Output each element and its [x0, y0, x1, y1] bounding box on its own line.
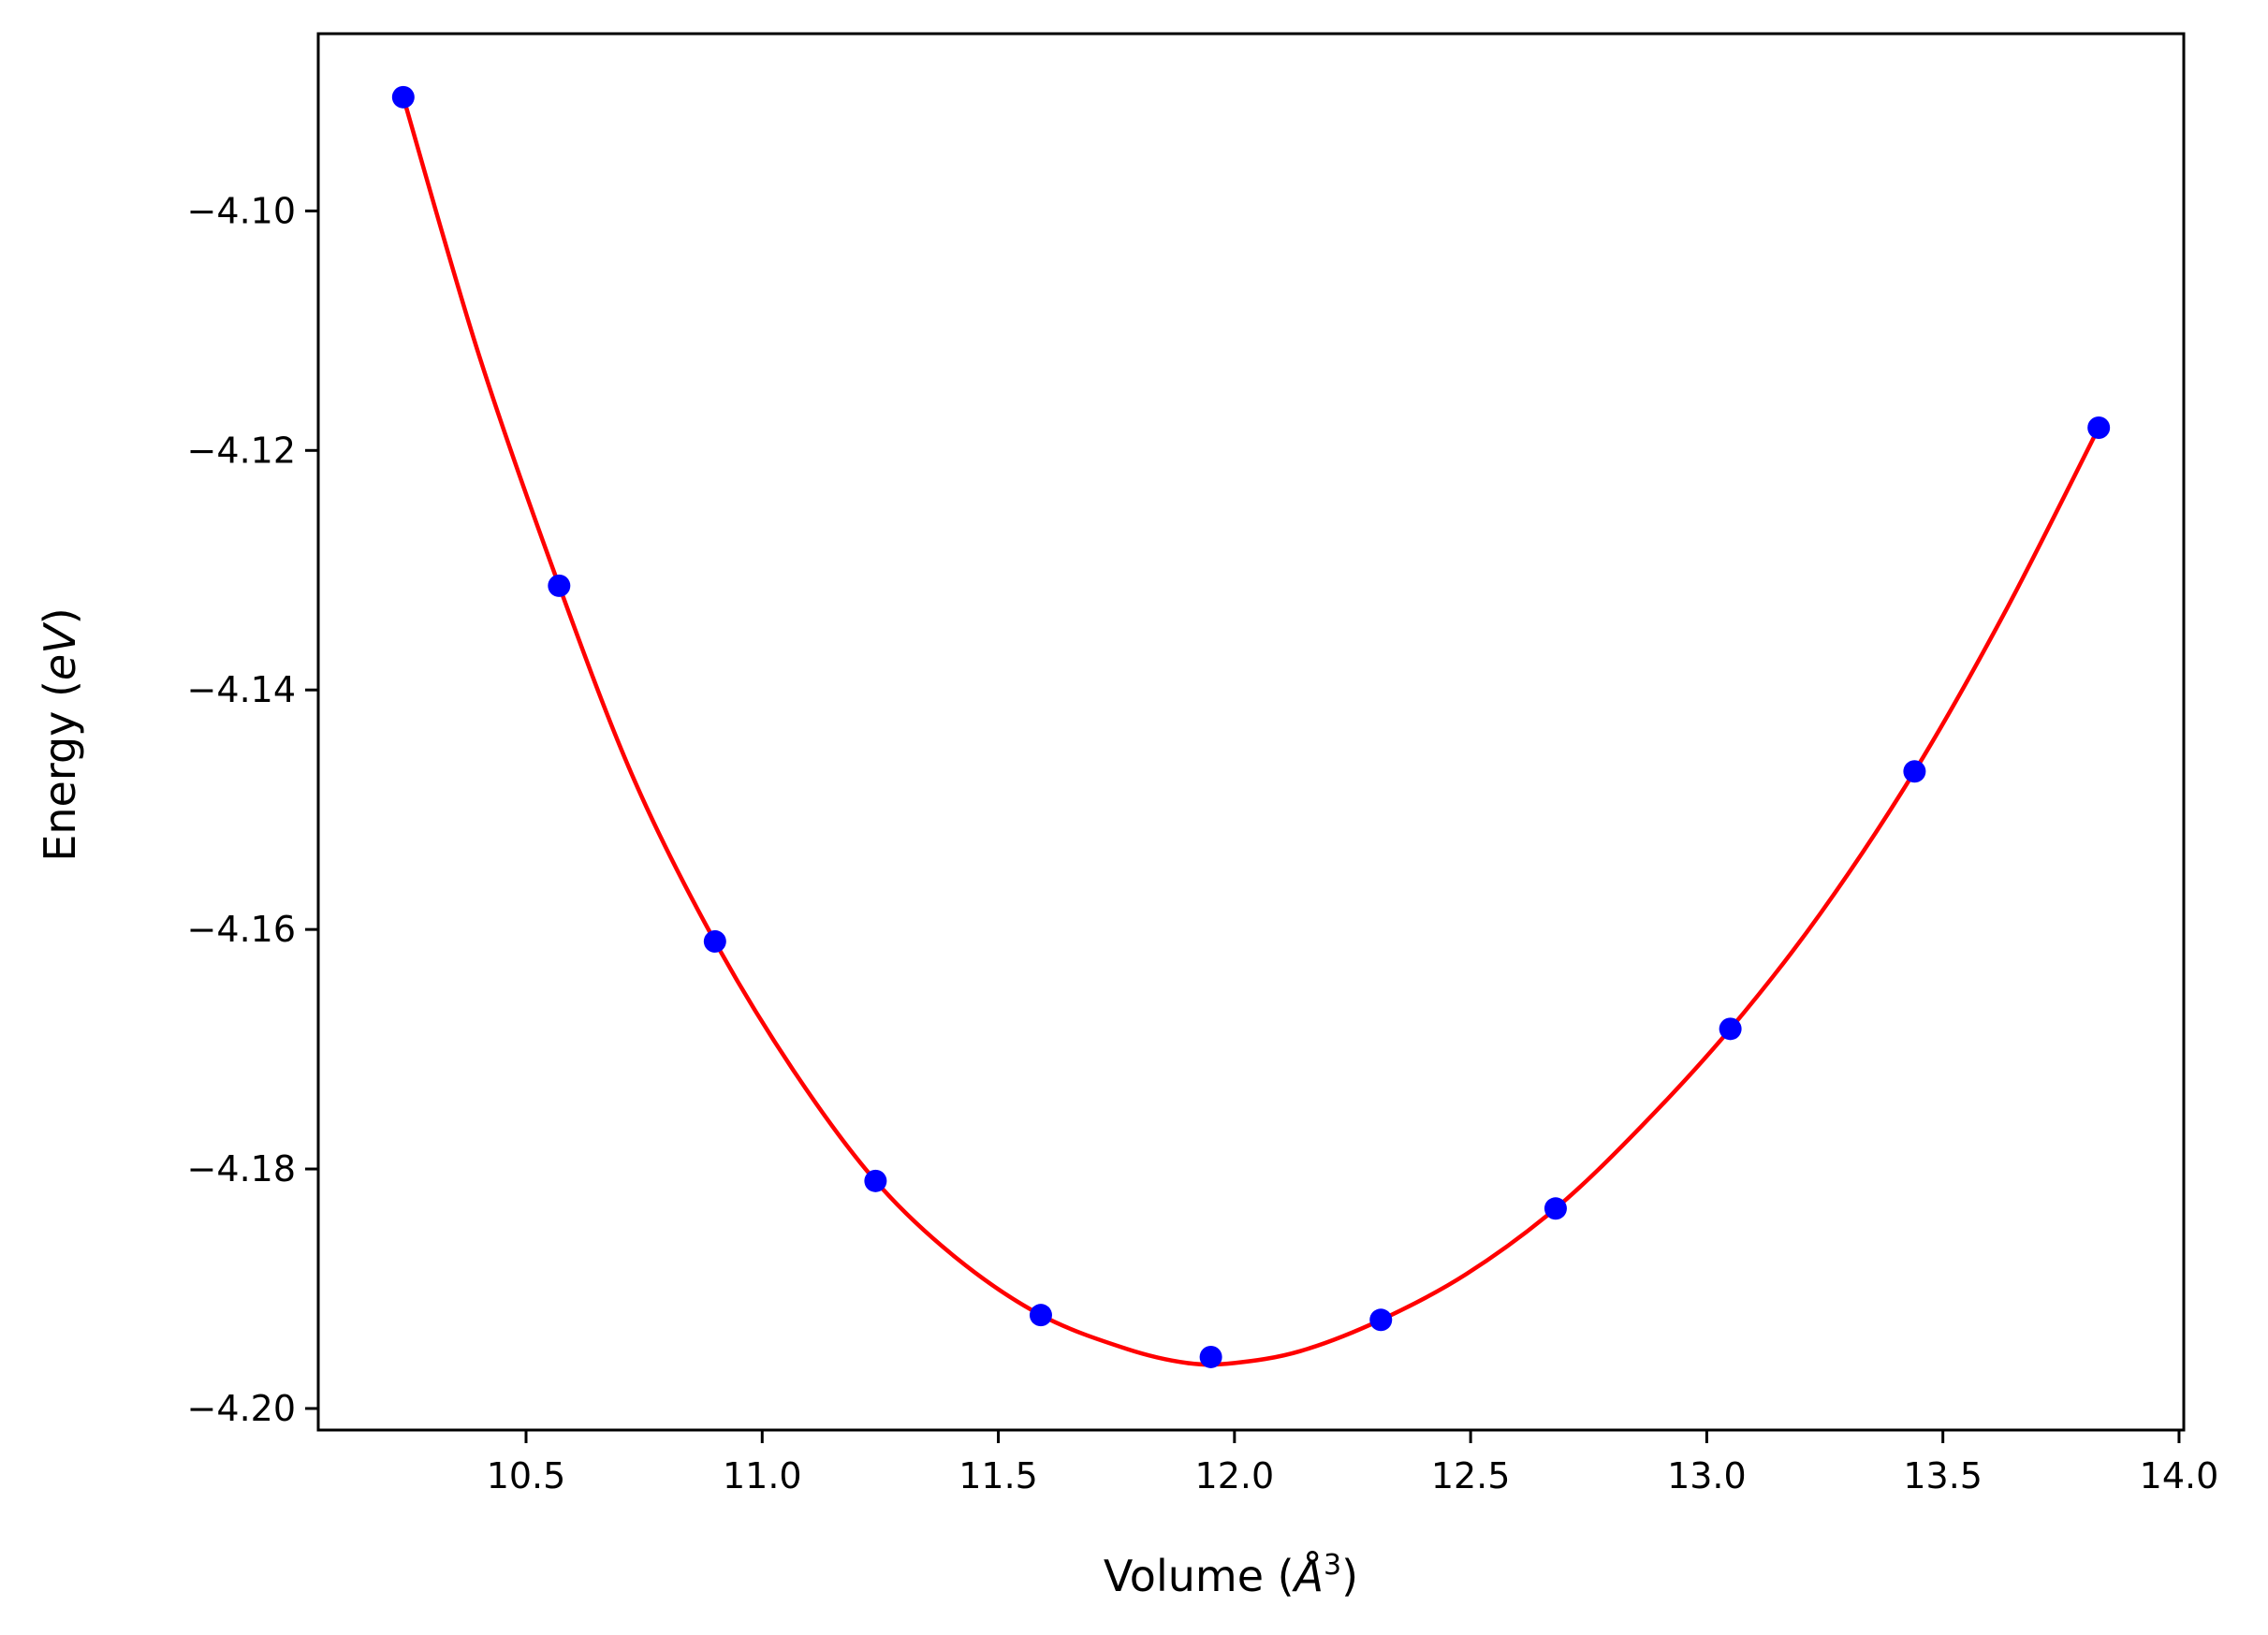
x-tick-label: 14.0	[2140, 1455, 2219, 1496]
x-axis-title-exponent: 3	[1324, 1549, 1341, 1582]
y-axis-ticks: −4.10 −4.12 −4.14 −4.16 −4.18 −4.20	[187, 190, 318, 1429]
data-points-layer	[391, 85, 2111, 1368]
x-tick-label: 11.0	[723, 1455, 802, 1496]
data-point	[1903, 760, 1926, 783]
y-axis-title: Energy (eV)	[35, 607, 85, 861]
fit-curve-layer	[401, 96, 2101, 1367]
x-tick-label: 13.5	[1903, 1455, 1983, 1496]
x-axis-title-unit: Å	[1292, 1551, 1324, 1601]
y-axis-title-close: )	[35, 607, 85, 624]
data-point	[864, 1169, 887, 1192]
data-point	[1199, 1345, 1222, 1368]
y-axis-title-text: Energy (	[35, 680, 85, 862]
y-tick-label: −4.10	[187, 190, 296, 231]
data-point	[548, 574, 571, 597]
x-tick-label: 12.0	[1195, 1455, 1275, 1496]
y-tick-label: −4.16	[187, 909, 296, 950]
x-axis-title: Volume (Å3)	[1104, 1549, 1358, 1601]
x-tick-label: 13.0	[1667, 1455, 1747, 1496]
x-axis-title-text: Volume (	[1104, 1551, 1295, 1601]
x-axis-title-close: )	[1341, 1551, 1358, 1601]
x-axis-ticks: 10.5 11.0 11.5 12.0 12.5 13.0 13.5 14.0	[487, 1430, 2219, 1496]
fit-curve-line	[401, 96, 2101, 1367]
y-tick-label: −4.14	[187, 669, 296, 710]
data-point	[391, 85, 415, 109]
plot-area-frame	[316, 32, 2186, 1432]
y-tick-label: −4.12	[187, 430, 296, 471]
data-point	[1029, 1304, 1052, 1327]
x-tick-label: 11.5	[958, 1455, 1038, 1496]
x-tick-label: 12.5	[1431, 1455, 1511, 1496]
x-tick-label: 10.5	[487, 1455, 566, 1496]
data-point	[1719, 1017, 1742, 1041]
data-point	[2087, 416, 2111, 439]
data-point	[1369, 1308, 1393, 1332]
data-point	[1544, 1197, 1567, 1220]
y-axis-title-unit: eV	[35, 621, 85, 680]
y-tick-label: −4.20	[187, 1388, 296, 1429]
data-point	[703, 929, 726, 953]
y-tick-label: −4.18	[187, 1148, 296, 1190]
